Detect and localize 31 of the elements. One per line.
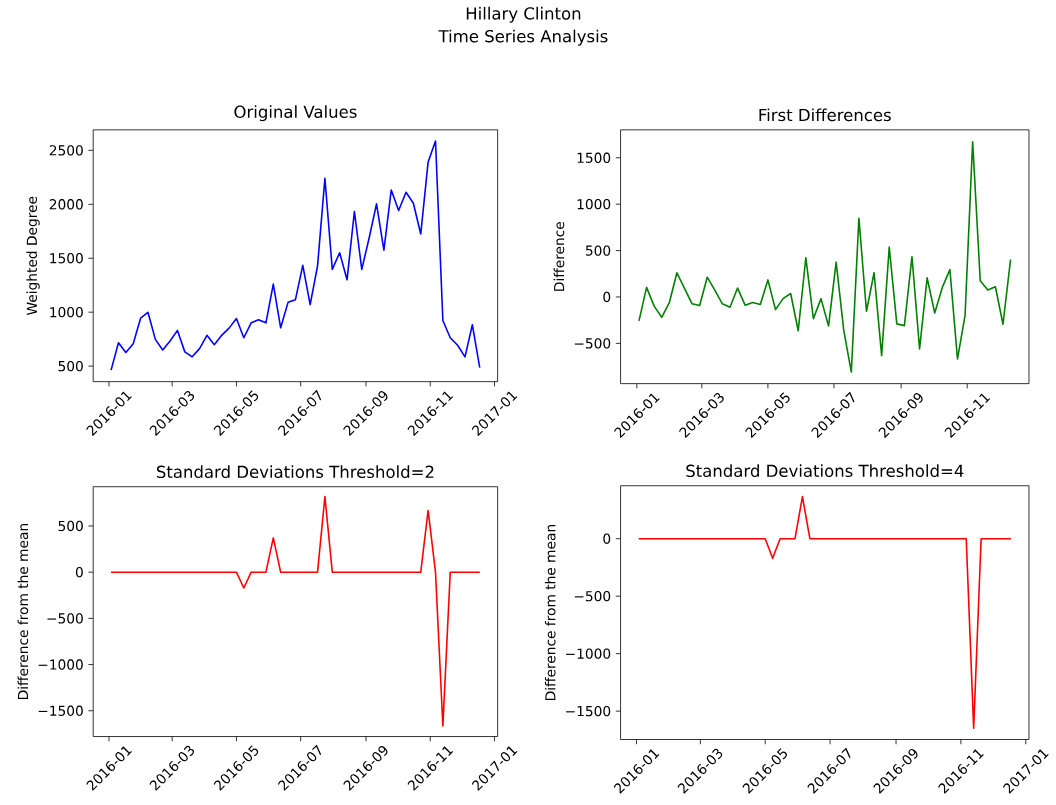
- y-axis-title: Difference from the mean: [544, 525, 556, 701]
- chart-title: Standard Deviations Threshold=2: [156, 465, 434, 479]
- text: Hillary Clinton: [466, 6, 581, 23]
- y-tick-label: 500: [585, 245, 611, 256]
- y-axis-title: Weighted Degree: [26, 196, 40, 316]
- y-tick-label: −500: [47, 613, 83, 624]
- chart-title: Standard Deviations Threshold=4: [686, 464, 964, 478]
- line-series: [638, 140, 1012, 373]
- y-tick-label: −1000: [38, 659, 83, 670]
- y-tick-label: −1500: [566, 705, 611, 717]
- y-tick-label: −1000: [566, 648, 611, 659]
- y-tick-label: 1000: [577, 199, 611, 210]
- y-tick-label: 2000: [49, 199, 83, 210]
- line-series: [110, 140, 481, 371]
- y-axis-title: Difference from the mean: [17, 524, 29, 700]
- chart-title: First Differences: [759, 108, 891, 122]
- y-tick-label: 0: [603, 533, 611, 544]
- y-tick-label: 500: [58, 520, 83, 532]
- chart-title: Original Values: [234, 105, 357, 122]
- y-tick-label: −500: [574, 338, 611, 349]
- y-tick-label: 1500: [577, 152, 611, 164]
- y-tick-label: −500: [574, 591, 611, 602]
- text: Time Series Analysis: [438, 29, 608, 46]
- y-tick-label: −1500: [38, 705, 83, 716]
- y-tick-label: 0: [603, 291, 611, 303]
- y-tick-label: 1500: [50, 253, 83, 264]
- y-tick-label: 1000: [50, 307, 83, 318]
- y-tick-label: 2500: [49, 145, 83, 156]
- y-axis-title: Difference: [553, 222, 565, 291]
- y-tick-label: 0: [75, 567, 83, 578]
- y-tick-label: 500: [58, 360, 83, 372]
